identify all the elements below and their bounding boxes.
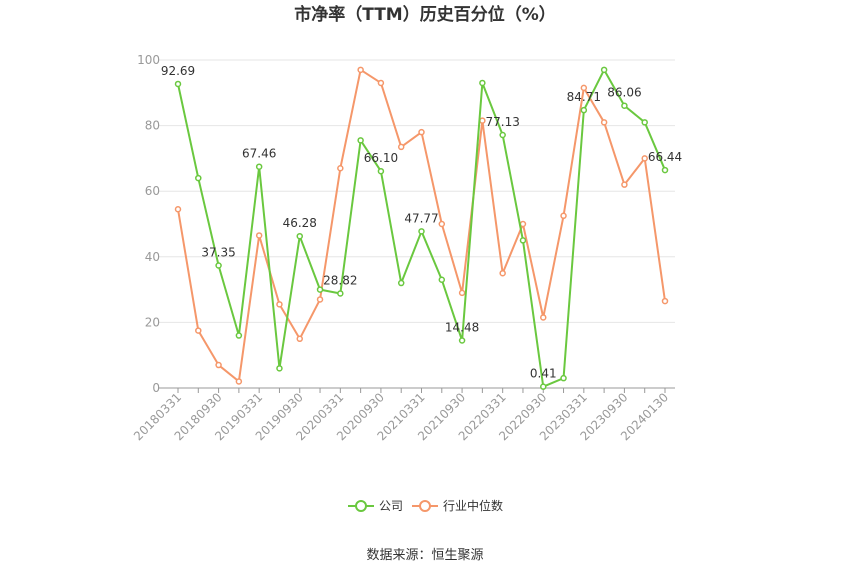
data-point-company: [600, 66, 608, 74]
data-label: 37.35: [201, 245, 235, 259]
data-point-company: [357, 137, 364, 144]
data-label: 66.10: [364, 151, 398, 165]
data-point-industry-median: [397, 143, 405, 151]
data-point-company: [276, 365, 283, 372]
data-point-company: [438, 276, 446, 284]
y-tick-label: 80: [145, 119, 160, 133]
x-axis: 2018033120180930201903312019093020200331…: [131, 387, 675, 443]
data-point-company: [337, 290, 344, 297]
data-labels: 92.69 37.35 67.46 46.28 28.82 66.10 47.77 14.48…: [161, 64, 682, 381]
legend-label-company: 公司: [379, 499, 403, 513]
data-point-company: [397, 279, 405, 287]
data-point-industry-median: [641, 155, 648, 162]
data-point-industry-median: [621, 181, 628, 188]
data-label: 14.48: [445, 321, 479, 335]
data-point-company: [255, 163, 263, 170]
legend-marker-industry-median: [419, 500, 431, 512]
data-point-industry-median: [377, 79, 385, 87]
data-point-industry-median: [235, 378, 243, 385]
data-label: 47.77: [404, 211, 438, 225]
data-point-company: [519, 237, 527, 244]
data-point-industry-median: [255, 232, 263, 239]
data-point-industry-median: [499, 269, 506, 277]
legend-label-industry-median: 行业中位数: [443, 498, 503, 513]
data-point-company: [540, 383, 547, 390]
data-point-industry-median: [540, 314, 547, 321]
data-point-industry-median: [195, 327, 202, 334]
data-point-company: [377, 167, 385, 175]
data-point-company: [580, 106, 588, 114]
data-point-industry-median: [418, 128, 425, 136]
data-point-company: [479, 79, 486, 87]
data-point-industry-median: [560, 212, 567, 220]
data-point-industry-median: [296, 335, 303, 343]
y-tick-label: 20: [145, 315, 160, 329]
data-point-industry-median: [661, 297, 669, 305]
data-point-industry-median: [316, 296, 324, 303]
series-layer: [174, 66, 669, 390]
y-tick-label: 40: [145, 250, 160, 264]
data-point-company: [316, 286, 324, 293]
grid: [158, 59, 675, 323]
data-point-industry-median: [438, 220, 446, 228]
data-point-company: [235, 332, 243, 339]
data-label: 46.28: [283, 216, 317, 230]
data-point-industry-median: [357, 66, 364, 74]
data-label: 28.82: [323, 273, 357, 287]
data-label: 92.69: [161, 64, 195, 78]
y-tick-label: 0: [152, 381, 160, 395]
data-point-company: [418, 228, 425, 235]
data-point-industry-median: [276, 301, 283, 308]
data-label: 67.46: [242, 147, 276, 161]
data-point-company: [296, 232, 303, 240]
y-tick-label: 100: [137, 53, 160, 67]
data-point-industry-median: [215, 361, 222, 369]
data-label: 0.41: [530, 367, 557, 381]
data-point-industry-median: [600, 119, 608, 126]
data-point-industry-median: [337, 164, 344, 172]
legend-marker-company: [355, 500, 367, 512]
data-label: 86.06: [607, 86, 641, 100]
legend-item-company[interactable]: 公司: [348, 499, 403, 513]
legend-item-industry-median[interactable]: 行业中位数: [412, 498, 503, 513]
y-axis: 0 20 40 60 80 100: [137, 53, 160, 395]
series-line-industry-median: [177, 68, 666, 383]
data-label: 77.13: [485, 115, 519, 129]
data-point-company: [174, 80, 182, 88]
data-point-company: [560, 374, 567, 382]
data-point-company: [641, 119, 648, 126]
data-point-industry-median: [458, 289, 466, 297]
data-point-industry-median: [580, 84, 588, 92]
data-point-industry-median: [174, 205, 182, 213]
chart-title: 市净率（TTM）历史百分位（%）: [294, 4, 556, 25]
data-point-company: [621, 102, 628, 109]
data-label: 84.71: [567, 90, 601, 104]
data-point-company: [215, 262, 222, 269]
data-point-company: [661, 166, 669, 174]
data-point-company: [195, 174, 202, 182]
source-note: 数据来源：恒生聚源: [366, 548, 483, 563]
data-point-company: [499, 131, 506, 139]
data-point-company: [458, 337, 466, 344]
y-tick-label: 60: [145, 184, 160, 198]
legend[interactable]: 公司 行业中位数: [348, 498, 503, 513]
data-point-industry-median: [519, 220, 527, 228]
data-point-industry-median: [479, 117, 486, 124]
data-label: 66.44: [648, 150, 682, 164]
